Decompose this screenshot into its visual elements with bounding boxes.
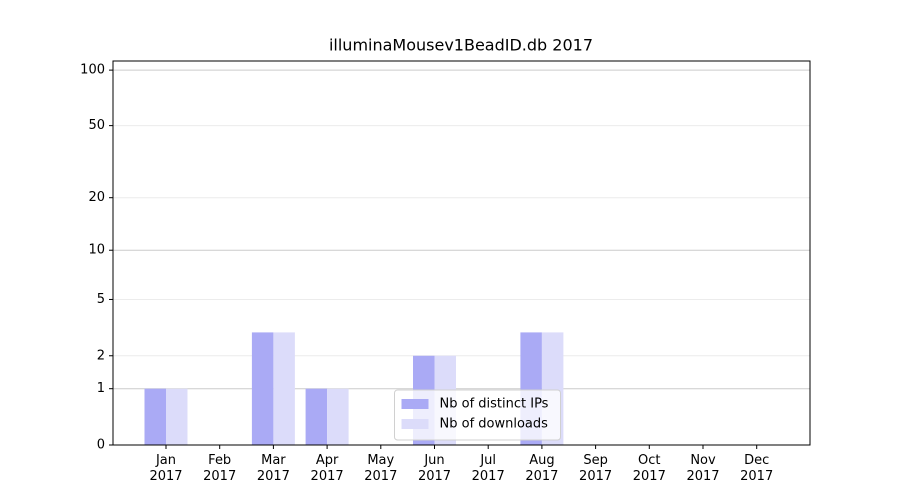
x-tick-label: Apr 2017 [310, 453, 344, 484]
legend-box [394, 389, 561, 441]
chart-title: illuminaMousev1BeadID.db 2017 [329, 36, 593, 55]
bar [305, 388, 328, 445]
x-tick-label: Aug 2017 [525, 453, 559, 484]
x-tick-label: Nov 2017 [686, 453, 720, 484]
y-tick-label: 10 [88, 243, 105, 258]
x-tick-label: Mar 2017 [256, 453, 290, 484]
y-tick-label: 0 [97, 438, 105, 453]
bar [273, 332, 295, 445]
plot-frame [112, 60, 811, 446]
legend-label: Nb of distinct IPs [440, 397, 549, 412]
y-tick-label: 100 [80, 63, 105, 78]
y-tick-label: 1 [97, 381, 105, 396]
x-tick-label: Sep 2017 [579, 453, 613, 484]
legend-label: Nb of downloads [440, 417, 549, 432]
x-tick-label: Oct 2017 [632, 453, 666, 484]
x-tick-label: Dec 2017 [740, 453, 774, 484]
y-tick-label: 2 [97, 348, 105, 363]
legend-swatch [401, 399, 429, 409]
bar [144, 388, 166, 445]
x-tick-label: Feb 2017 [203, 453, 237, 484]
legend: Nb of distinct IPs Nb of downloads [394, 389, 561, 441]
bar [251, 332, 274, 445]
x-tick-label: May 2017 [364, 453, 398, 484]
legend-swatch [401, 419, 429, 429]
bar [166, 388, 188, 445]
x-tick-label: Jul 2017 [471, 453, 505, 484]
y-tick-label: 50 [88, 118, 105, 133]
bar [327, 388, 349, 445]
y-tick-label: 5 [97, 292, 105, 307]
x-tick-label: Jun 2017 [417, 453, 452, 484]
x-tick-label: Jan 2017 [149, 453, 183, 484]
y-tick-label: 20 [88, 190, 105, 205]
